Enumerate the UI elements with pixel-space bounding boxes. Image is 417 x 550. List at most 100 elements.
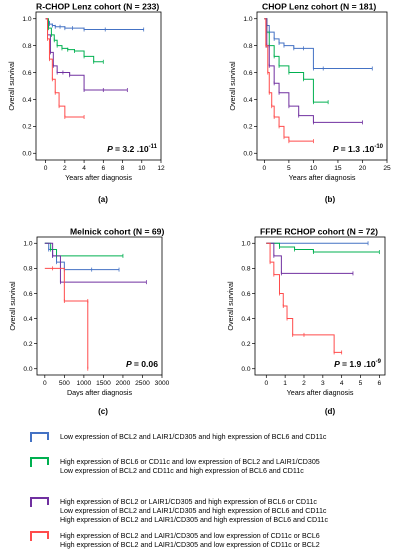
survival-curve [44, 267, 89, 369]
x-tick-label: 2500 [135, 380, 150, 387]
panel-4: FFPE RCHOP cohort (N = 72) 0.0 0.2 0.4 0.6 0.… [226, 227, 386, 416]
legend: Low expression of BCL2 and LAIR1/CD305 a… [30, 432, 328, 549]
x-tick-label: 3 [321, 380, 325, 387]
y-tick-label: 0.2 [22, 124, 31, 131]
y-tick-label: 0.8 [243, 43, 252, 50]
series-4 [45, 18, 85, 119]
legend-item-4: High expression of BCL2 and LAIR1/CD305 … [30, 531, 320, 549]
panel-caption: (c) [98, 407, 108, 416]
y-tick-label: 1.0 [22, 16, 31, 23]
legend-label: High expression of BCL2 and LAIR1/CD305 … [60, 516, 328, 524]
y-tick-label: 0.2 [241, 341, 250, 348]
series-1 [266, 241, 369, 246]
survival-curve [44, 242, 147, 283]
panel-2: CHOP Lenz cohort (N = 181) 0.0 0.2 0.4 0.6 0.… [228, 2, 391, 205]
y-tick-label: 0.0 [241, 366, 250, 373]
x-tick-label: 500 [59, 380, 70, 387]
legend-label: Low expression of BCL2 and LAIR1/CD305 a… [60, 507, 327, 515]
x-tick-label: 12 [157, 165, 165, 172]
x-tick-label: 20 [359, 165, 367, 172]
chart-title: CHOP Lenz cohort (N = 181) [262, 2, 376, 12]
legend-item-1: Low expression of BCL2 and LAIR1/CD305 a… [30, 432, 327, 442]
y-tick-label: 1.0 [241, 241, 250, 248]
y-tick-label: 1.0 [243, 16, 252, 23]
y-tick-label: 0.0 [22, 151, 31, 158]
y-axis-label: Overall survival [228, 61, 237, 111]
legend-swatch [30, 531, 49, 541]
legend-swatch [30, 457, 49, 467]
survival-curve [264, 18, 363, 123]
legend-label: Low expression of BCL2 and CD11c and hig… [60, 467, 304, 475]
x-tick-label: 2 [302, 380, 306, 387]
y-tick-label: 0.4 [23, 316, 32, 323]
survival-curve [266, 242, 353, 274]
legend-swatch [30, 432, 49, 442]
y-tick-label: 0.6 [22, 70, 31, 77]
x-tick-label: 0 [43, 380, 47, 387]
x-tick-label: 0 [264, 380, 268, 387]
legend-label: High expression of BCL2 or LAIR1/CD305 a… [60, 498, 317, 506]
x-tick-label: 15 [334, 165, 342, 172]
plot-frame [254, 236, 386, 376]
y-tick-label: 0.4 [241, 316, 250, 323]
x-tick-label: 6 [101, 165, 105, 172]
x-tick-label: 25 [383, 165, 391, 172]
y-tick-label: 0.8 [23, 266, 32, 273]
y-tick-label: 1.0 [23, 241, 32, 248]
plot-frame [35, 11, 162, 161]
x-tick-label: 0 [44, 165, 48, 172]
y-axis-label: Overall survival [226, 281, 235, 331]
series-2 [264, 18, 329, 105]
survival-curve [45, 18, 128, 91]
x-tick-label: 0 [263, 165, 267, 172]
chart-title: R-CHOP Lenz cohort (N = 233) [36, 2, 159, 12]
x-tick-label: 1 [283, 380, 287, 387]
x-tick-label: 4 [340, 380, 344, 387]
y-tick-label: 0.6 [243, 70, 252, 77]
y-tick-label: 0.0 [243, 151, 252, 158]
x-tick-label: 2 [63, 165, 67, 172]
legend-label: High expression of BCL6 or CD11c and low… [60, 458, 320, 466]
y-tick-label: 0.8 [241, 266, 250, 273]
survival-curve [264, 18, 329, 103]
x-tick-label: 2000 [116, 380, 131, 387]
chart-title: Melnick cohort (N = 69) [70, 227, 164, 237]
survival-curve [266, 242, 380, 253]
y-tick-label: 0.6 [23, 291, 32, 298]
p-value: P = 1.3 .10-10 [333, 144, 384, 154]
p-value: P = 0.06 [126, 359, 158, 369]
series-1 [44, 242, 120, 272]
survival-curve [44, 242, 120, 271]
p-value: P = 3.2 .10-11 [107, 144, 158, 154]
x-tick-label: 10 [310, 165, 318, 172]
x-axis-label: Years after diagnosis [289, 173, 356, 182]
x-tick-label: 4 [82, 165, 86, 172]
x-tick-label: 5 [287, 165, 291, 172]
y-tick-label: 0.0 [23, 366, 32, 373]
x-tick-label: 3000 [155, 380, 170, 387]
x-tick-label: 8 [121, 165, 125, 172]
survival-curve [264, 18, 314, 142]
series-1 [264, 18, 373, 71]
series-3 [264, 18, 363, 125]
legend-label: Low expression of BCL2 and LAIR1/CD305 a… [60, 433, 327, 441]
legend-label: High expression of BCL2 and LAIR1/CD305 … [60, 541, 320, 549]
series-4 [264, 18, 314, 144]
y-tick-label: 0.2 [243, 124, 252, 131]
x-tick-label: 6 [378, 380, 382, 387]
plot-frame [256, 11, 388, 161]
legend-item-3: High expression of BCL2 or LAIR1/CD305 a… [30, 497, 328, 524]
panel-3: Melnick cohort (N = 69) 0.0 0.2 0.4 0.6 0.8 1.… [8, 227, 170, 417]
y-tick-label: 0.6 [241, 291, 250, 298]
x-tick-label: 1500 [96, 380, 111, 387]
y-tick-label: 0.8 [22, 43, 31, 50]
legend-item-2: High expression of BCL6 or CD11c and low… [30, 457, 320, 475]
series-2 [266, 242, 380, 255]
y-tick-label: 0.2 [23, 341, 32, 348]
x-tick-label: 5 [359, 380, 363, 387]
y-tick-label: 0.4 [22, 97, 31, 104]
y-axis-label: Overall survival [7, 61, 16, 111]
panel-1: R-CHOP Lenz cohort (N = 233) 0.0 0.2 0.4 0.6… [7, 2, 165, 205]
series-3 [266, 242, 354, 276]
